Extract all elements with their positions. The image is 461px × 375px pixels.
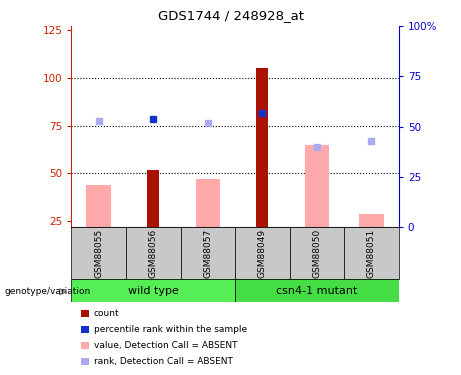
Text: GDS1744 / 248928_at: GDS1744 / 248928_at bbox=[158, 9, 303, 22]
Text: value, Detection Call = ABSENT: value, Detection Call = ABSENT bbox=[94, 341, 237, 350]
Bar bbox=[71, 279, 235, 302]
Bar bbox=[195, 179, 220, 227]
Bar bbox=[181, 227, 235, 279]
Bar bbox=[256, 68, 268, 227]
Text: GSM88051: GSM88051 bbox=[367, 228, 376, 278]
Bar bbox=[87, 185, 111, 227]
Bar bbox=[71, 227, 126, 279]
Bar bbox=[147, 170, 160, 227]
Text: rank, Detection Call = ABSENT: rank, Detection Call = ABSENT bbox=[94, 357, 232, 366]
Bar bbox=[344, 227, 399, 279]
Bar bbox=[305, 145, 329, 227]
Bar bbox=[81, 326, 89, 333]
Text: csn4-1 mutant: csn4-1 mutant bbox=[276, 286, 358, 296]
Text: GSM88050: GSM88050 bbox=[313, 228, 321, 278]
Bar bbox=[81, 358, 89, 365]
Bar bbox=[126, 227, 181, 279]
Text: GSM88049: GSM88049 bbox=[258, 228, 267, 278]
Text: percentile rank within the sample: percentile rank within the sample bbox=[94, 325, 247, 334]
Text: wild type: wild type bbox=[128, 286, 179, 296]
Bar bbox=[235, 227, 290, 279]
Bar bbox=[81, 342, 89, 349]
Text: genotype/variation: genotype/variation bbox=[5, 287, 91, 296]
Bar bbox=[359, 213, 384, 227]
Text: GSM88055: GSM88055 bbox=[94, 228, 103, 278]
Bar bbox=[235, 279, 399, 302]
Text: GSM88057: GSM88057 bbox=[203, 228, 213, 278]
Bar bbox=[81, 310, 89, 316]
Text: count: count bbox=[94, 309, 119, 318]
Text: GSM88056: GSM88056 bbox=[149, 228, 158, 278]
Bar bbox=[290, 227, 344, 279]
